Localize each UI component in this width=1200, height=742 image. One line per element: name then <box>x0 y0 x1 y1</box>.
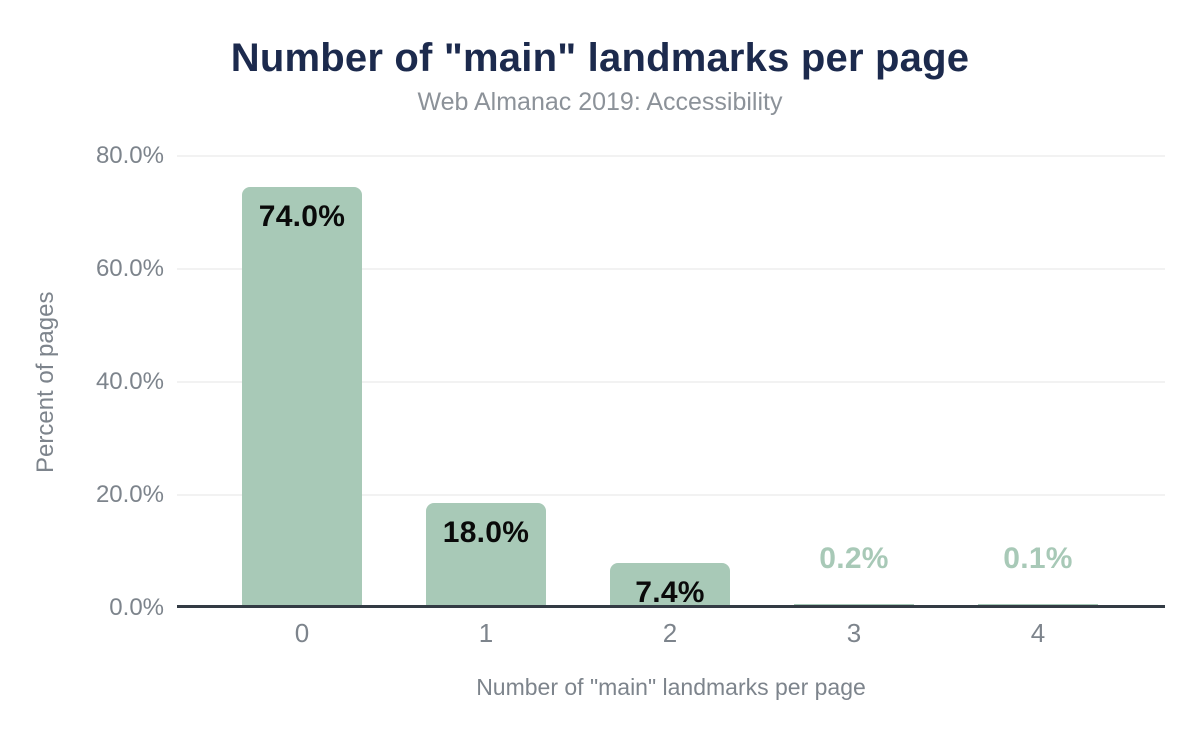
y-tick-label: 60.0% <box>95 255 164 282</box>
bar[interactable] <box>978 604 1098 605</box>
y-tick-label: 20.0% <box>95 481 164 508</box>
bar[interactable] <box>242 186 362 605</box>
x-tick-label: 1 <box>478 618 494 648</box>
bar[interactable] <box>610 563 730 605</box>
gridline <box>177 268 1165 270</box>
chart-subtitle: Web Almanac 2019: Accessibility <box>417 88 783 116</box>
value-label: 18.0% <box>442 516 530 550</box>
value-label: 0.1% <box>1003 542 1073 576</box>
x-tick-label: 3 <box>846 618 862 648</box>
y-tick-label: 40.0% <box>95 368 164 395</box>
value-label: 0.2% <box>819 541 889 575</box>
y-tick-label: 80.0% <box>95 142 164 169</box>
value-label: 74.0% <box>258 199 346 233</box>
gridline <box>177 494 1165 496</box>
x-tick-label: 4 <box>1030 618 1046 648</box>
gridline <box>177 155 1165 157</box>
y-tick-label: 0.0% <box>109 594 164 621</box>
bar[interactable] <box>794 603 914 605</box>
value-label: 7.4% <box>635 576 705 610</box>
chart-title: Number of "main" landmarks per page <box>230 36 970 80</box>
plot-area: 0.0% 20.0% 40.0% 60.0% 80.0% 74.0% 0 18.0% 1 7.4%… <box>96 142 1165 648</box>
y-axis-title: Percent of pages <box>32 291 59 473</box>
x-tick-label: 0 <box>294 618 310 648</box>
bar[interactable] <box>426 503 546 605</box>
x-axis-title: Number of "main" landmarks per page <box>476 674 866 700</box>
x-tick-label: 2 <box>662 618 678 648</box>
gridline <box>177 381 1165 383</box>
